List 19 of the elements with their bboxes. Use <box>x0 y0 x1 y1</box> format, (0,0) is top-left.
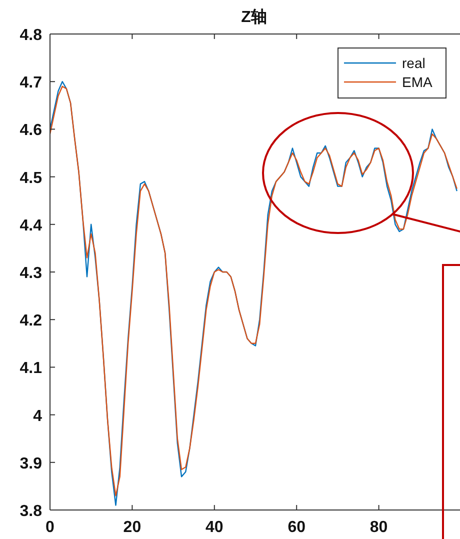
y-tick-label: 4 <box>33 408 42 425</box>
y-tick-label: 4.1 <box>20 360 42 378</box>
legend-label: real <box>402 55 426 71</box>
y-tick-label: 4.5 <box>20 170 42 187</box>
chart-title: Z轴 <box>241 8 267 26</box>
y-tick-label: 3.8 <box>20 503 42 520</box>
x-tick-label: 60 <box>288 519 306 536</box>
y-tick-label: 4.3 <box>20 265 42 282</box>
x-tick-label: 20 <box>123 519 142 536</box>
x-tick-label: 40 <box>206 519 224 536</box>
y-tick-label: 3.9 <box>20 455 42 472</box>
y-tick-label: 4.4 <box>20 217 42 234</box>
y-tick-label: 4.8 <box>20 27 42 44</box>
x-tick-label: 80 <box>370 519 388 536</box>
y-tick-label: 4.2 <box>20 312 42 330</box>
x-tick-label: 0 <box>46 519 55 536</box>
y-tick-label: 4.6 <box>20 122 42 140</box>
legend-label: EMA <box>402 74 433 90</box>
y-tick-label: 4.7 <box>20 74 42 92</box>
